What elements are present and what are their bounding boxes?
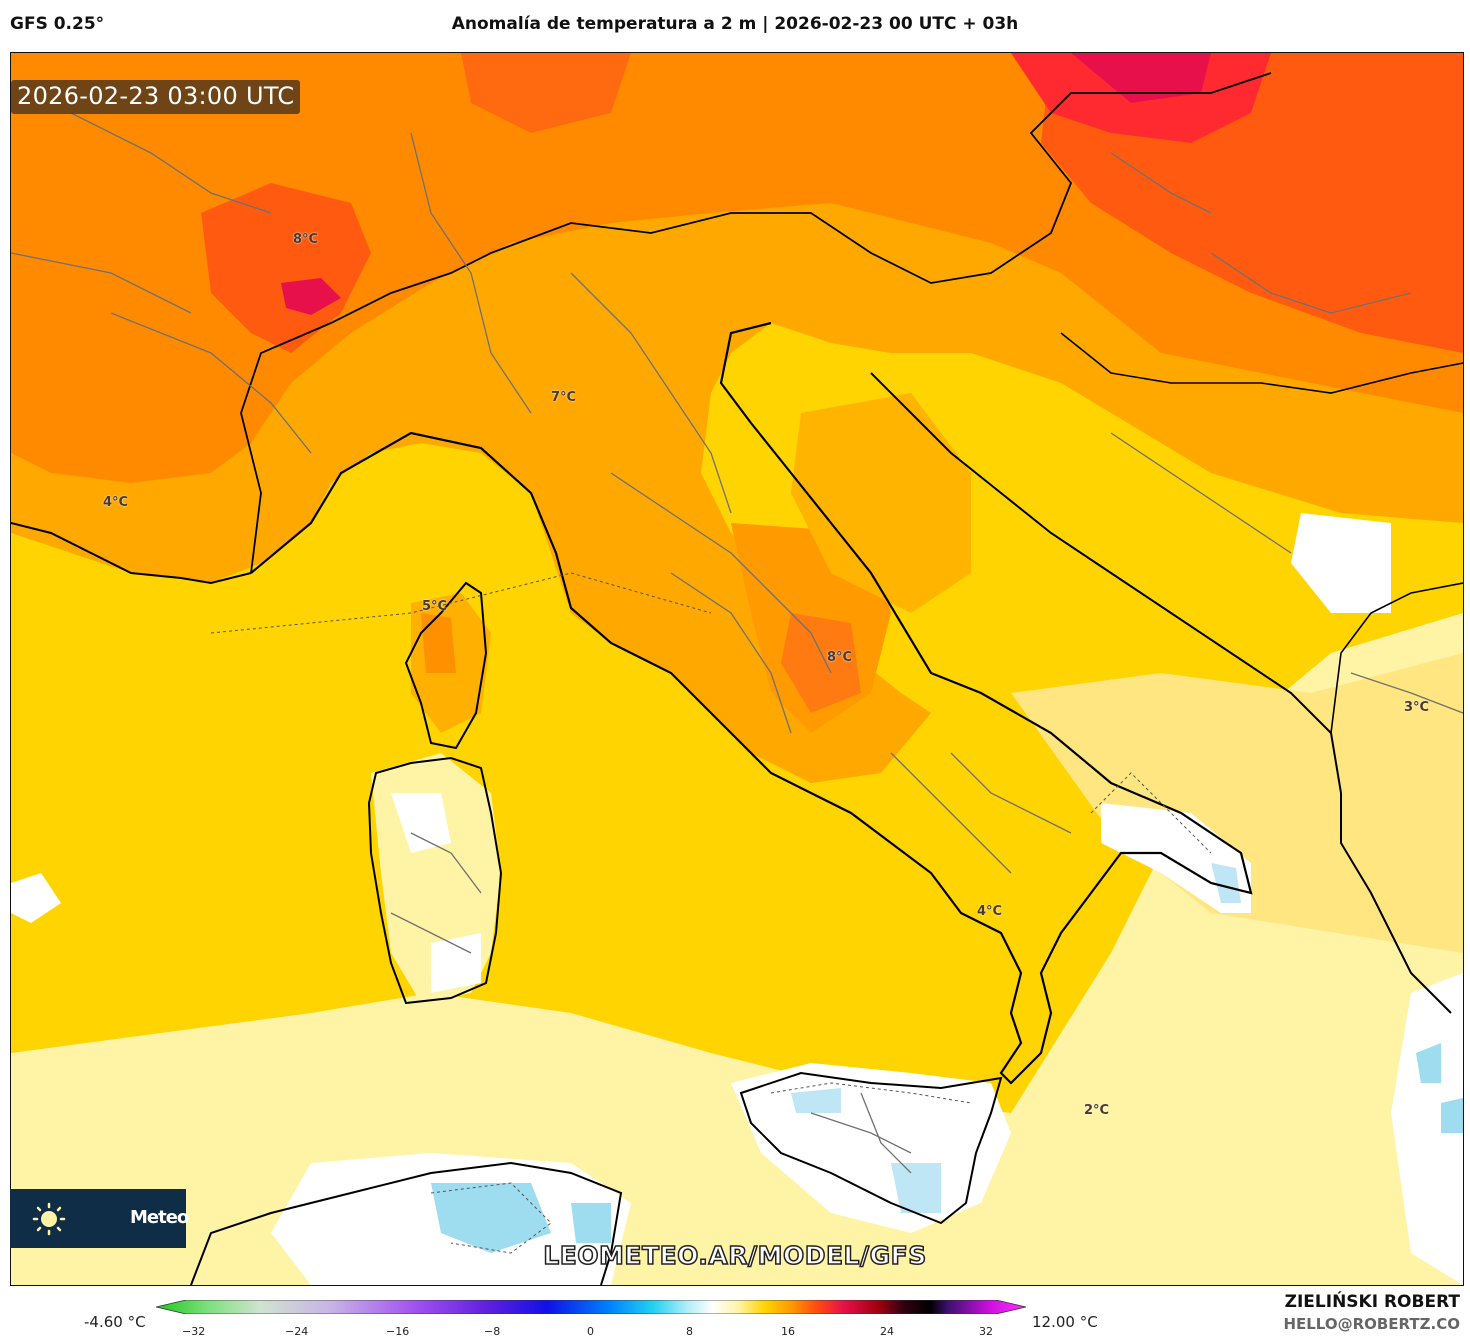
temp-label: 7°C: [551, 390, 577, 405]
colorbar-tick: −24: [285, 1325, 309, 1338]
map-canvas: [11, 53, 1463, 1285]
temp-label: 2°C: [1084, 1103, 1110, 1118]
valid-time-badge: 2026-02-23 03:00 UTC: [11, 80, 301, 114]
temp-label: 4°C: [103, 495, 129, 510]
brand-text: Meteo: [130, 1207, 189, 1228]
colorbar-tick: −32: [182, 1325, 206, 1338]
temp-label: 5°C: [422, 599, 448, 614]
colorbar-max-label: 12.00 °C: [1032, 1313, 1098, 1331]
brand-logo[interactable]: Meteo: [10, 1189, 189, 1248]
colorbar-tick: 24: [880, 1325, 894, 1338]
anomaly-map: 2026-02-23 03:00 UTC: [10, 52, 1464, 1286]
temp-label: 8°C: [827, 650, 853, 665]
colorbar-tick: 16: [781, 1325, 795, 1338]
colorbar-tick: 32: [979, 1325, 993, 1338]
temp-label: 3°C: [1404, 700, 1430, 715]
temp-label: 8°C: [293, 232, 319, 247]
source-watermark: LEOMETEO.AR/MODEL/GFS: [543, 1240, 927, 1271]
colorbar-tick: −8: [484, 1325, 501, 1338]
author-email[interactable]: HELLO@ROBERTZ.CO: [1283, 1315, 1460, 1333]
colorbar-tick: 8: [686, 1325, 693, 1338]
colorbar-tick: −16: [386, 1325, 410, 1338]
colorbar: [156, 1300, 1026, 1314]
sun-icon: [32, 1202, 66, 1236]
model-label: GFS 0.25°: [10, 14, 105, 34]
author-credit: ZIELIŃSKI ROBERT: [1284, 1292, 1460, 1312]
colorbar-min-label: -4.60 °C: [84, 1313, 146, 1331]
chart-title: Anomalía de temperatura a 2 m | 2026-02-…: [451, 14, 1019, 34]
temp-label: 4°C: [977, 904, 1003, 919]
colorbar-tick: 0: [587, 1325, 594, 1338]
